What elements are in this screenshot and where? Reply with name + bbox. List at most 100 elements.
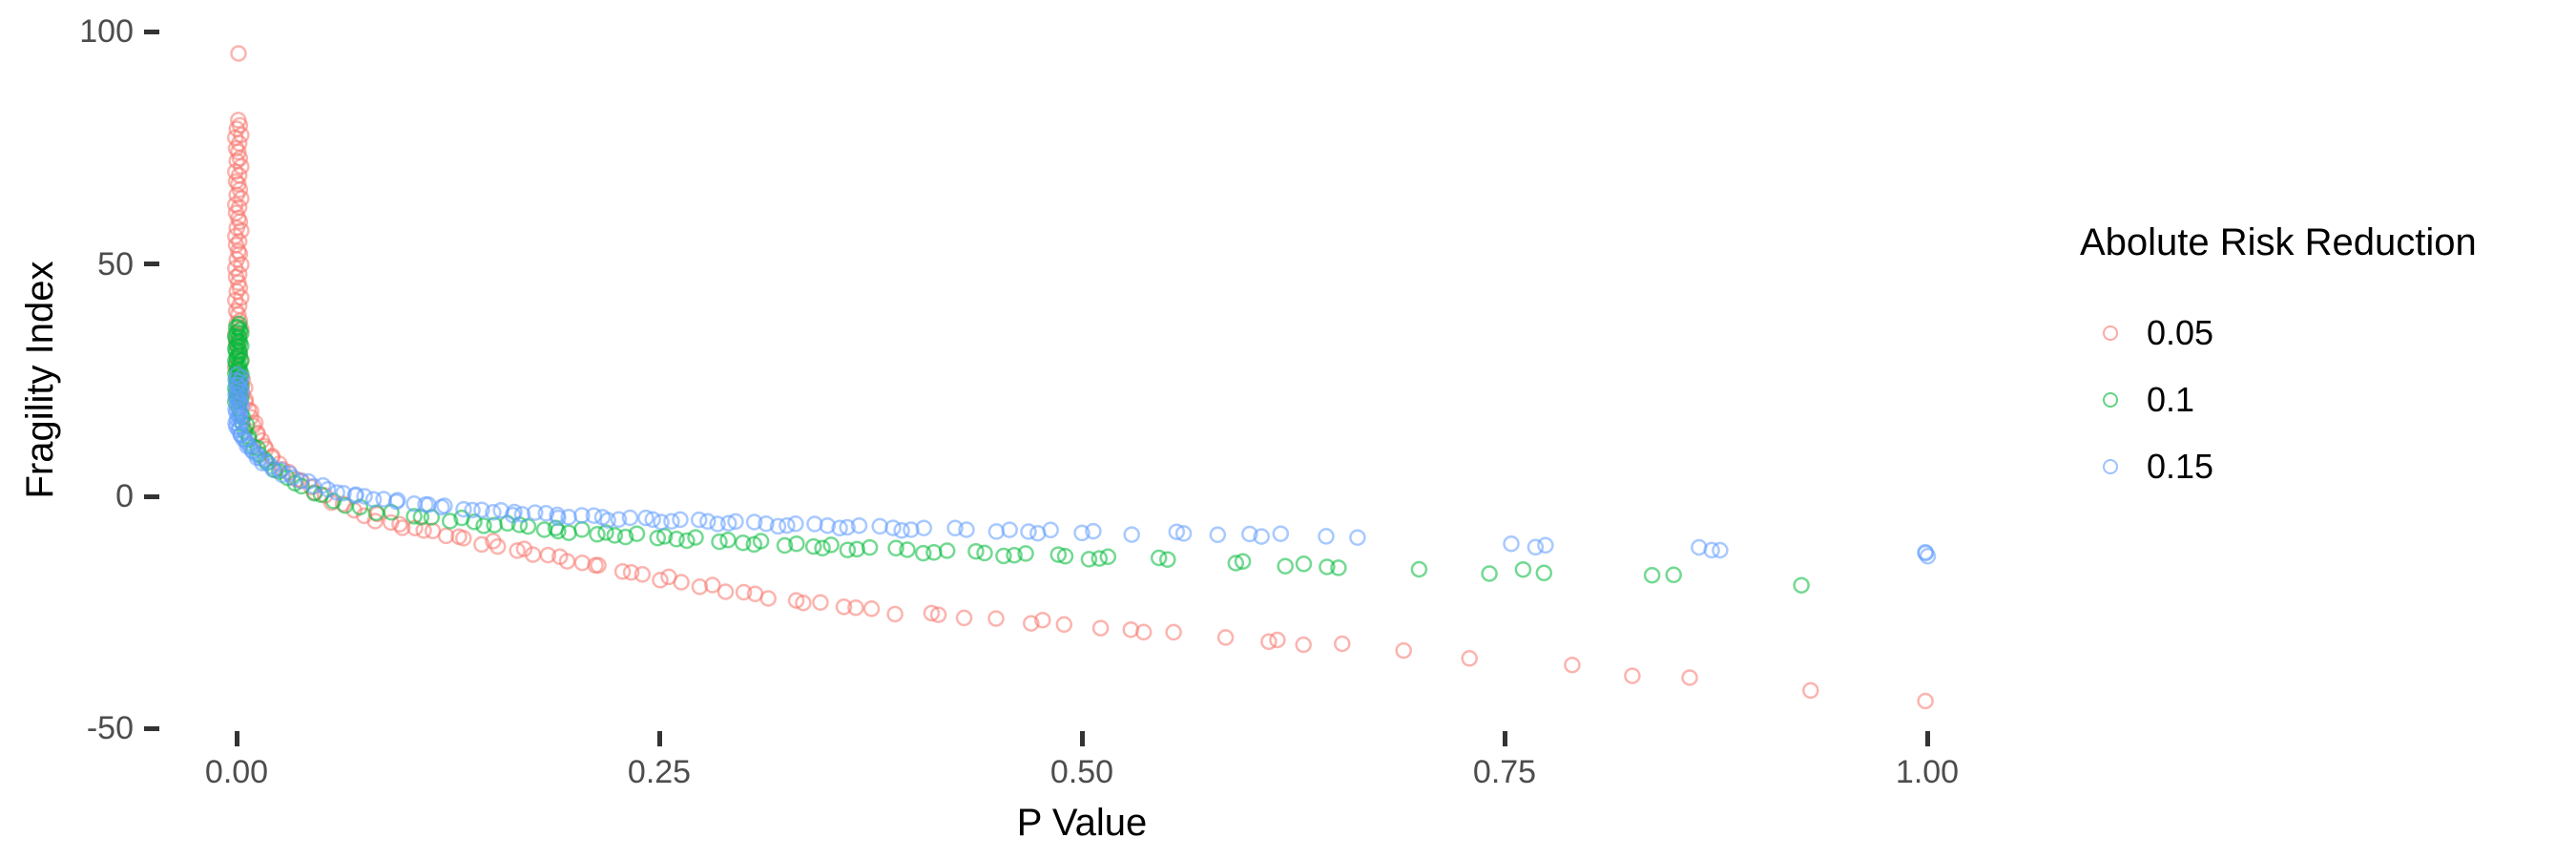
data-point: [745, 513, 763, 531]
data-point: [1055, 616, 1073, 634]
data-point: [1001, 521, 1018, 538]
data-point: [1216, 629, 1235, 646]
legend-title: Abolute Risk Reduction: [2080, 221, 2477, 263]
data-point: [388, 492, 406, 509]
data-point: [441, 513, 459, 530]
data-point: [585, 507, 603, 524]
data-point: [628, 525, 646, 542]
data-point: [967, 542, 985, 560]
data-point: [527, 504, 544, 521]
data-point: [1295, 555, 1313, 573]
data-point: [819, 516, 837, 534]
data-point: [735, 583, 753, 601]
data-point: [1919, 548, 1937, 565]
data-point: [1503, 534, 1520, 553]
data-point: [929, 606, 947, 623]
x-tick-label: 0.00: [204, 754, 269, 790]
data-point: [455, 530, 472, 547]
data-point: [987, 610, 1005, 627]
data-point: [364, 491, 383, 509]
data-point: [938, 542, 956, 559]
data-point: [769, 517, 787, 535]
data-point: [1234, 553, 1252, 570]
legend-item-label: 0.15: [2147, 447, 2214, 486]
data-point: [1123, 526, 1140, 543]
data-point: [699, 513, 717, 531]
legend-key-circle-icon: [2103, 459, 2118, 474]
data-point: [1099, 548, 1117, 566]
y-tick-mark: [144, 725, 159, 731]
legend-items: 0.05 0.1 0.15: [2080, 300, 2477, 500]
y-axis-title: Fragility Index: [19, 261, 61, 499]
y-tick-label: 100: [79, 13, 134, 51]
data-point: [1295, 636, 1312, 654]
data-point: [914, 544, 932, 562]
data-point: [727, 513, 744, 531]
data-point: [704, 576, 721, 594]
data-point: [678, 532, 696, 550]
data-point: [606, 527, 624, 544]
data-point: [848, 540, 865, 558]
data-point: [812, 594, 829, 611]
data-point: [1537, 536, 1554, 555]
data-point: [788, 534, 805, 553]
data-point: [356, 488, 373, 505]
data-point: [1150, 549, 1168, 567]
data-point: [573, 507, 591, 524]
legend-item-label: 0.05: [2147, 313, 2214, 352]
data-point: [719, 532, 737, 549]
data-point: [691, 578, 709, 596]
data-point: [621, 509, 639, 527]
data-point: [328, 484, 345, 501]
data-point: [1665, 566, 1682, 584]
data-point: [1134, 623, 1153, 641]
data-point: [393, 519, 411, 536]
x-tick-mark: [234, 731, 239, 746]
data-point: [366, 513, 384, 530]
data-point: [1017, 545, 1034, 562]
data-point: [599, 512, 616, 529]
data-point: [1260, 633, 1278, 651]
data-point: [1165, 623, 1182, 641]
data-point: [515, 540, 533, 557]
series-0.05: [226, 45, 1934, 710]
data-point: [822, 536, 840, 554]
data-point: [455, 500, 472, 518]
x-tick-mark: [1502, 731, 1507, 746]
data-point: [759, 590, 777, 607]
data-point: [893, 522, 910, 539]
data-point: [903, 521, 920, 538]
y-tick-mark: [144, 262, 159, 267]
data-point: [752, 533, 770, 550]
legend-item-015: 0.15: [2080, 433, 2477, 500]
x-tick-label: 0.25: [627, 754, 692, 790]
data-point: [319, 480, 337, 498]
x-tick-mark: [656, 731, 662, 746]
data-point: [1073, 524, 1091, 542]
data-point: [958, 521, 975, 538]
legend-key-circle-icon: [2103, 325, 2118, 341]
data-point: [513, 506, 531, 523]
data-point: [1319, 558, 1336, 576]
data-point: [464, 501, 481, 519]
data-point: [831, 519, 848, 537]
data-point: [672, 511, 689, 529]
data-point: [850, 516, 868, 534]
data-point: [653, 513, 670, 531]
data-point: [719, 514, 737, 532]
data-point: [787, 592, 805, 609]
data-point: [634, 566, 652, 583]
data-point: [899, 541, 916, 558]
data-point: [758, 514, 775, 533]
data-point: [539, 546, 557, 564]
data-point: [649, 529, 667, 547]
data-point: [1681, 669, 1698, 686]
data-point: [424, 522, 442, 540]
data-point: [839, 518, 856, 536]
y-tick-mark: [144, 493, 159, 499]
data-point: [1703, 541, 1720, 559]
data-point: [228, 186, 245, 203]
x-tick-label: 0.50: [1049, 754, 1114, 790]
x-tick-mark: [1079, 731, 1085, 746]
data-point: [1712, 541, 1729, 559]
